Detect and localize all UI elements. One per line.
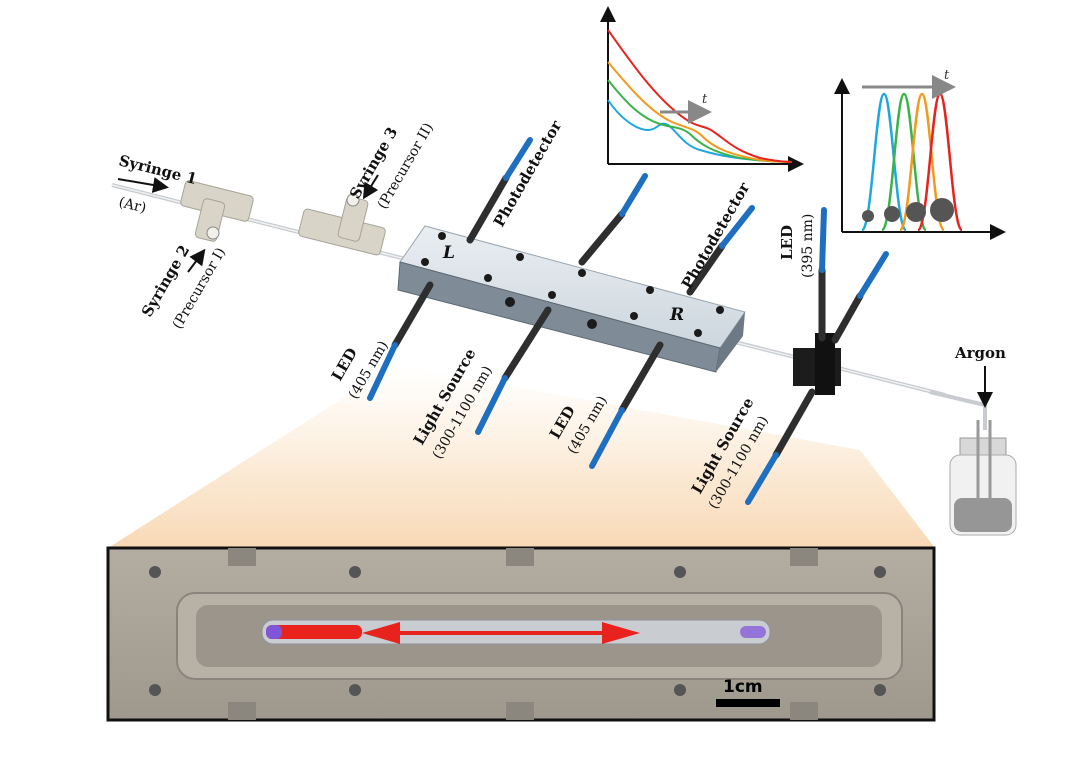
inset-plot-peaks: t [834, 68, 1006, 240]
cuvette-holder [793, 333, 841, 395]
argon-label: Argon [954, 344, 1006, 362]
led-right-fiber [818, 207, 827, 342]
led-right-sub: (395 nm) [800, 214, 816, 278]
inset-plot-decay: t [600, 6, 804, 172]
syringe1-arrow [117, 177, 169, 193]
decay-trace-red [607, 29, 793, 163]
decay-trace-orange [607, 61, 793, 163]
peak-orange [898, 92, 946, 232]
syringe1-title: Syringe 1 [117, 151, 199, 188]
particle-large [906, 202, 926, 222]
t-connector-2 [298, 193, 386, 256]
photodetector-label-1: Photodetector [490, 116, 566, 230]
syringe1-sub: (Ar) [117, 194, 148, 216]
syringe2-arrow [187, 248, 206, 273]
block-label-left: L [442, 243, 455, 263]
photodetector-label-2: Photodetector [678, 178, 754, 292]
decay-trace-blue [607, 99, 793, 163]
light-source-1-fiber [475, 306, 552, 435]
peak-green [880, 92, 928, 232]
block-label-right: R [669, 305, 684, 325]
t-connector-1 [180, 180, 254, 242]
led-right-title: LED [778, 225, 796, 260]
led-left-fiber [367, 281, 434, 401]
inset2-axis-t: t [944, 68, 950, 83]
peak-blue [860, 92, 908, 232]
scale-bar-label: 1cm [723, 677, 763, 697]
particle-medium [884, 206, 900, 222]
top-fiber-middle [578, 173, 648, 266]
magnification-glow [108, 365, 935, 548]
inset1-axis-t: t [702, 92, 708, 107]
particle-xlarge [930, 198, 954, 222]
photodetector-fiber-1 [466, 137, 533, 244]
scale-bar [716, 699, 780, 707]
syringe3-arrow [362, 174, 379, 200]
argon-bottle [949, 420, 1017, 536]
reactor-block [397, 225, 746, 373]
light-source-2-fiber [745, 388, 816, 505]
photodetector-fiber-2 [686, 205, 755, 296]
led-mid-fiber [589, 341, 664, 469]
red-double-arrow [362, 622, 640, 644]
particle-small [862, 210, 874, 222]
cuvette-side-fiber [831, 251, 889, 344]
